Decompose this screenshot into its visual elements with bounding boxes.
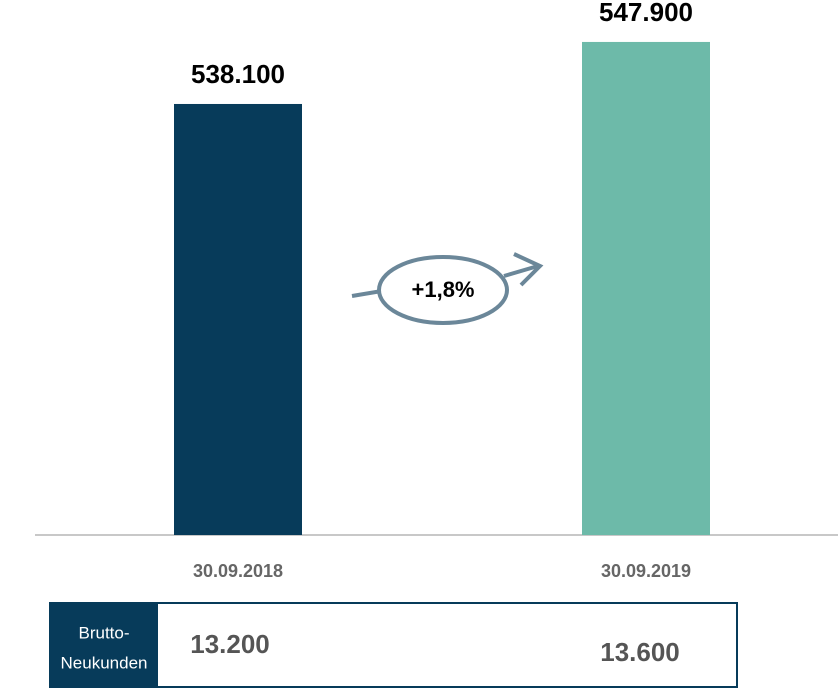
table-label: Brutto- (78, 623, 129, 642)
table-label-cell (50, 603, 158, 688)
data-label: 547.900 (599, 0, 693, 27)
annotation: +1,8% (412, 277, 475, 302)
table-label: Neukunden (61, 653, 148, 672)
table-value: 13.600 (600, 637, 680, 667)
growth-arrow (351, 252, 544, 325)
table-value: 13.200 (190, 629, 270, 659)
bar (582, 41, 710, 535)
x-tick-label: 30.09.2018 (193, 561, 283, 581)
data-label: 538.100 (191, 59, 285, 89)
bar (174, 103, 302, 535)
x-tick-label: 30.09.2019 (601, 561, 691, 581)
